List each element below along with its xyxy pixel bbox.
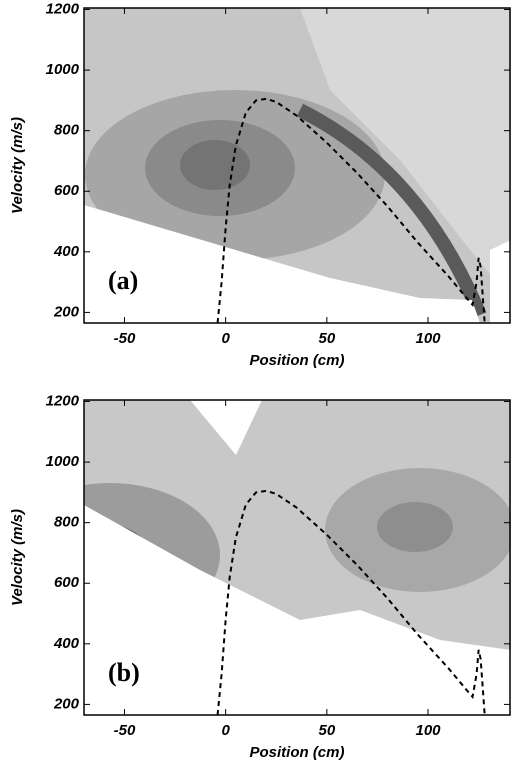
y-tick-label: 200 <box>53 695 80 712</box>
y-tick-label: 400 <box>53 243 80 260</box>
x-tick-label: -50 <box>114 722 136 739</box>
y-tick-label: 800 <box>54 514 80 531</box>
y-tick-label: 600 <box>54 182 80 199</box>
plot-frame <box>83 7 511 324</box>
panel-label: (a) <box>108 266 138 295</box>
x-tick-label: -50 <box>114 330 136 347</box>
y-tick-label: 600 <box>54 574 80 591</box>
x-tick-label: 0 <box>221 722 230 739</box>
y-tick-label: 1200 <box>46 0 80 17</box>
y-tick-label: 1000 <box>46 61 80 78</box>
panel-label: (b) <box>108 658 140 687</box>
y-tick-label: 800 <box>54 122 80 139</box>
x-tick-label: 50 <box>318 330 335 347</box>
x-tick-label: 50 <box>318 722 335 739</box>
y-tick-label: 1200 <box>46 392 80 409</box>
contour-a <box>84 8 511 323</box>
contour-b <box>84 400 511 715</box>
x-tick-label: 0 <box>221 330 230 347</box>
y-axis-label: Velocity (m/s) <box>9 117 26 214</box>
x-tick-label: 100 <box>416 330 442 347</box>
plot-frame <box>83 399 511 716</box>
x-axis-label: Position (cm) <box>249 744 344 761</box>
y-tick-label: 200 <box>53 303 80 320</box>
y-tick-label: 1000 <box>46 453 80 470</box>
x-axis-label: Position (cm) <box>249 352 344 369</box>
y-axis-label: Velocity (m/s) <box>9 509 26 606</box>
y-tick-label: 400 <box>53 635 80 652</box>
x-tick-label: 100 <box>416 722 442 739</box>
